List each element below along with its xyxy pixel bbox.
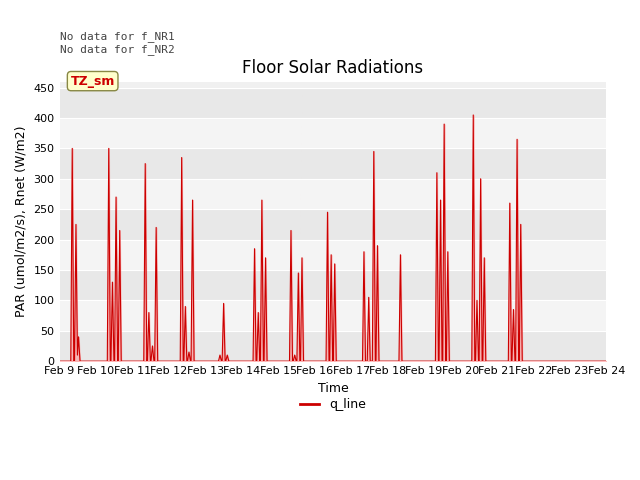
Bar [60,88,606,118]
Bar [60,209,606,240]
Bar [60,240,606,270]
Title: Floor Solar Radiations: Floor Solar Radiations [243,59,424,77]
Text: No data for f_NR1
No data for f_NR2: No data for f_NR1 No data for f_NR2 [60,31,174,55]
Y-axis label: PAR (umol/m2/s), Rnet (W/m2): PAR (umol/m2/s), Rnet (W/m2) [15,126,28,317]
Bar [60,331,606,361]
Bar [60,118,606,148]
Text: TZ_sm: TZ_sm [70,74,115,88]
Legend: q_line: q_line [295,394,371,417]
Bar [60,148,606,179]
X-axis label: Time: Time [317,382,348,395]
Bar [60,300,606,331]
Bar [60,179,606,209]
Bar [60,270,606,300]
